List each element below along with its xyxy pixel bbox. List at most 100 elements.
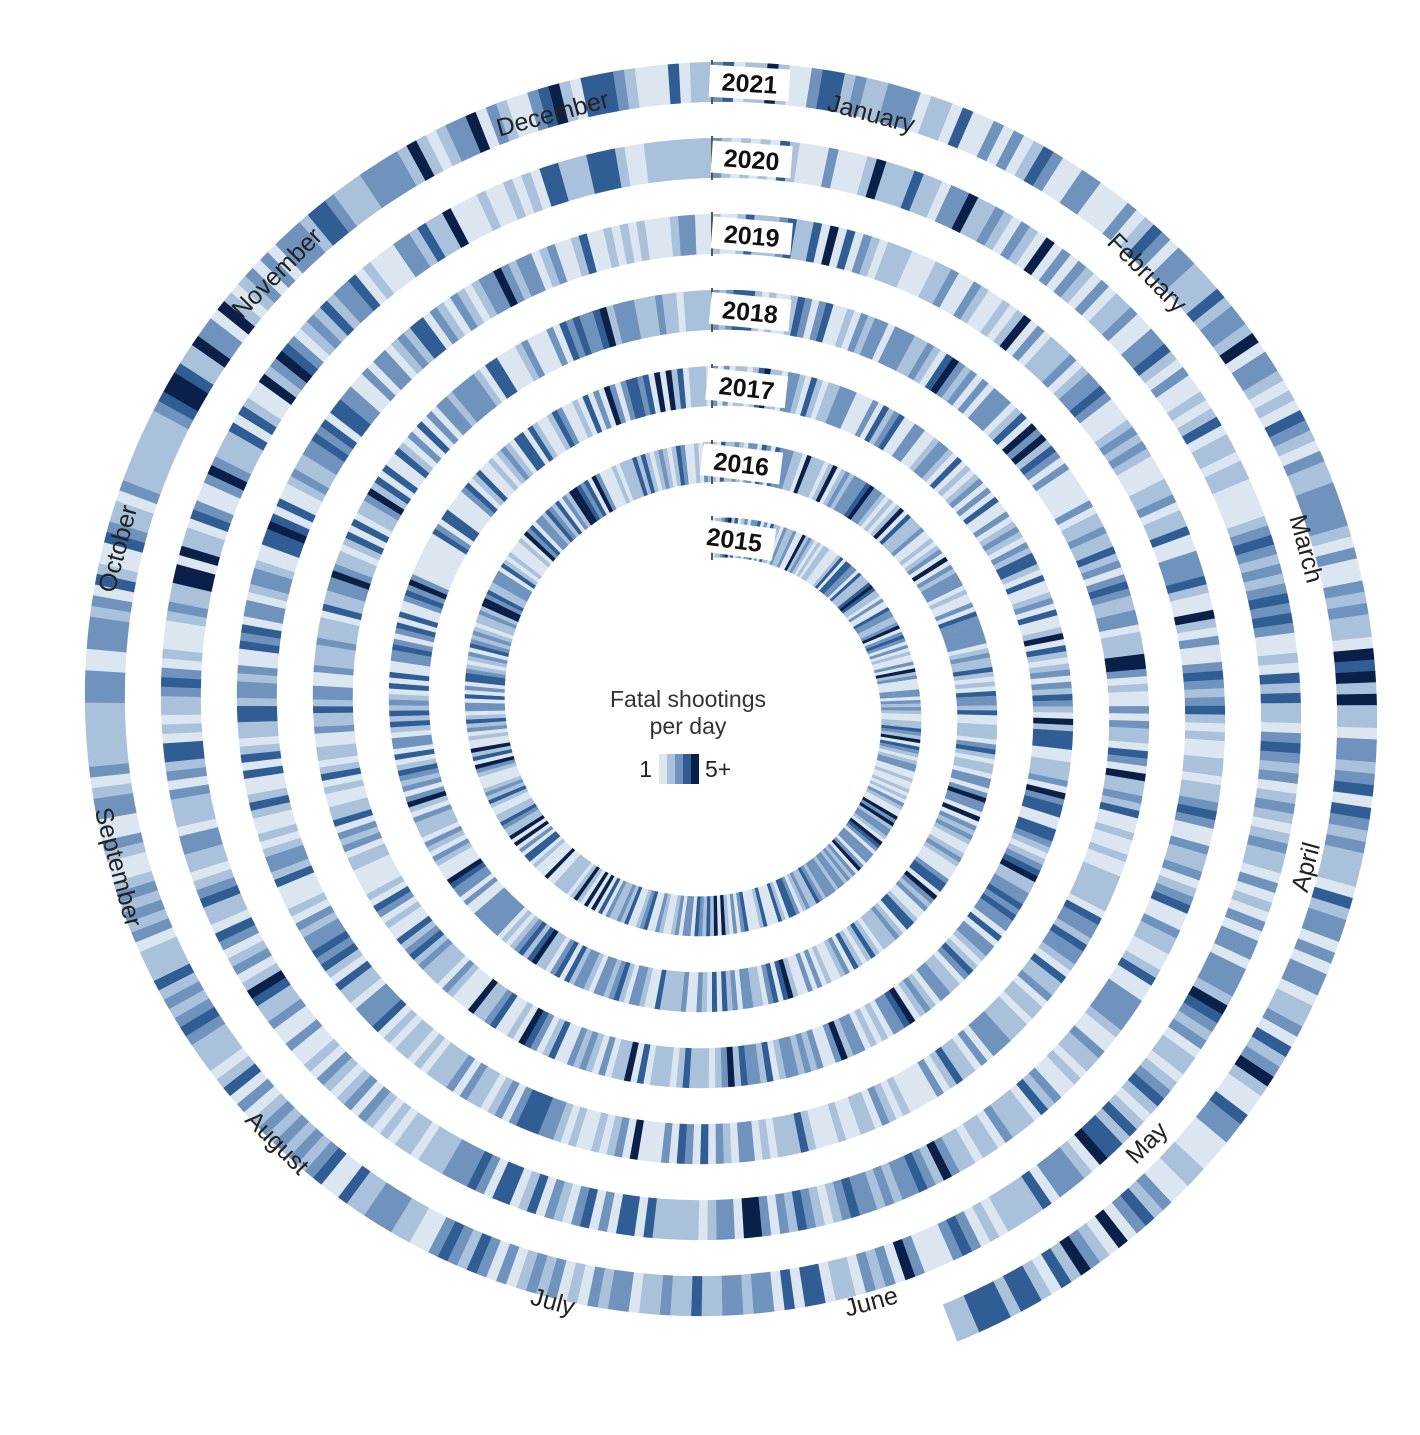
day-cell-2015	[814, 556, 844, 590]
day-cell-2016	[797, 456, 817, 496]
day-cell-2015	[763, 884, 779, 924]
day-cell-2016	[843, 482, 871, 518]
day-cell-2019	[1116, 455, 1157, 484]
day-cell-2016	[526, 926, 555, 962]
day-cell-2019	[1163, 567, 1205, 587]
day-cell-2019	[170, 792, 212, 809]
day-cell-2015	[820, 849, 848, 884]
day-cell-2017	[864, 405, 890, 443]
day-cell-2018	[247, 787, 289, 803]
day-cell-2015	[524, 830, 559, 859]
day-cell-2015	[675, 445, 686, 486]
day-cell-2017	[642, 1044, 657, 1085]
day-cell-2017	[640, 296, 655, 338]
day-cell-2020	[1059, 1140, 1093, 1179]
day-cell-2018	[993, 996, 1028, 1031]
day-cell-2018	[413, 1033, 446, 1069]
day-cell-2015	[576, 867, 603, 903]
day-cell-2020	[976, 206, 1005, 246]
day-cell-2017	[952, 929, 987, 962]
day-cell-2020	[1208, 469, 1250, 495]
day-cell-2018	[515, 1089, 540, 1129]
day-cell-2018	[445, 1054, 476, 1092]
day-cell-2017	[969, 506, 1007, 534]
day-cell-2017	[1023, 794, 1063, 812]
day-cell-2015	[831, 839, 862, 872]
day-cell-2019	[933, 1136, 960, 1177]
day-cell-2018	[652, 1122, 666, 1163]
day-cell-2016	[546, 412, 571, 451]
day-cell-2019	[1103, 433, 1143, 463]
day-cell-2015	[466, 724, 508, 733]
day-cell-2018	[772, 1116, 786, 1158]
day-cell-2017	[661, 293, 674, 335]
day-cell-2015	[579, 482, 604, 519]
day-cell-2017	[1020, 621, 1062, 637]
legend-title-line2: per day	[650, 713, 727, 739]
day-cell-2016	[846, 924, 872, 962]
day-cell-2017	[597, 1036, 616, 1077]
day-cell-2017	[321, 773, 363, 788]
day-cell-2015	[824, 845, 853, 880]
day-cell-2017	[610, 1039, 628, 1080]
day-cell-2018	[1103, 646, 1145, 660]
day-cell-2020	[874, 161, 897, 203]
day-cell-2016	[397, 616, 438, 633]
day-cell-2015	[576, 484, 601, 522]
day-cell-2015	[869, 779, 908, 801]
day-cell-2017	[332, 808, 374, 827]
day-cell-2018	[1088, 581, 1129, 600]
day-cell-2018	[371, 999, 407, 1033]
day-cell-2019	[976, 1109, 1006, 1149]
day-cell-2015	[680, 444, 690, 486]
day-cell-2018	[486, 1076, 514, 1116]
day-cell-2017	[365, 875, 405, 901]
day-cell-2021	[1289, 948, 1332, 975]
day-cell-2017	[854, 1008, 877, 1048]
day-cell-2020	[838, 151, 859, 193]
day-cell-2019	[203, 892, 245, 917]
day-cell-2019	[1177, 626, 1219, 642]
day-cell-2016	[931, 825, 969, 850]
day-cell-2015	[805, 549, 833, 583]
day-cell-2020	[399, 1202, 430, 1243]
day-cell-2017	[683, 291, 693, 332]
day-cell-2015	[469, 642, 510, 658]
day-cell-2017	[353, 853, 393, 877]
day-cell-2017	[409, 929, 445, 961]
day-cell-2015	[465, 668, 506, 679]
day-cell-2016	[911, 859, 947, 889]
day-cell-2018	[466, 1066, 494, 1105]
day-cell-2016	[396, 758, 437, 771]
day-cell-2021	[1119, 1188, 1155, 1227]
day-cell-2015	[835, 834, 867, 866]
day-cell-2016	[778, 958, 794, 1000]
day-cell-2020	[1139, 1057, 1178, 1092]
day-cell-2020	[466, 1232, 492, 1274]
day-cell-2015	[553, 854, 584, 887]
day-cell-2019	[163, 629, 205, 645]
day-cell-2020	[1231, 889, 1273, 913]
day-cell-2016	[950, 657, 992, 669]
day-cell-2018	[928, 1050, 957, 1089]
day-cell-2019	[672, 139, 686, 181]
day-cell-2018	[867, 1085, 890, 1127]
day-cell-2018	[279, 490, 320, 516]
day-cell-2021	[1102, 202, 1137, 241]
day-cell-2015	[471, 634, 511, 650]
day-cell-2020	[320, 1153, 355, 1192]
day-cell-2016	[389, 666, 430, 677]
day-cell-2015	[835, 579, 869, 608]
day-cell-2020	[623, 68, 641, 110]
day-cell-2016	[953, 760, 993, 775]
day-cell-2017	[1021, 800, 1062, 818]
day-cell-2015	[849, 817, 883, 846]
day-cell-2020	[250, 1093, 288, 1128]
day-cell-2017	[1033, 712, 1074, 720]
day-cell-2019	[243, 397, 282, 428]
day-cell-2018	[951, 1034, 982, 1071]
day-cell-2017	[518, 1007, 544, 1046]
day-cell-2017	[325, 785, 366, 801]
day-cell-2015	[466, 721, 507, 729]
day-cell-2018	[409, 322, 441, 359]
